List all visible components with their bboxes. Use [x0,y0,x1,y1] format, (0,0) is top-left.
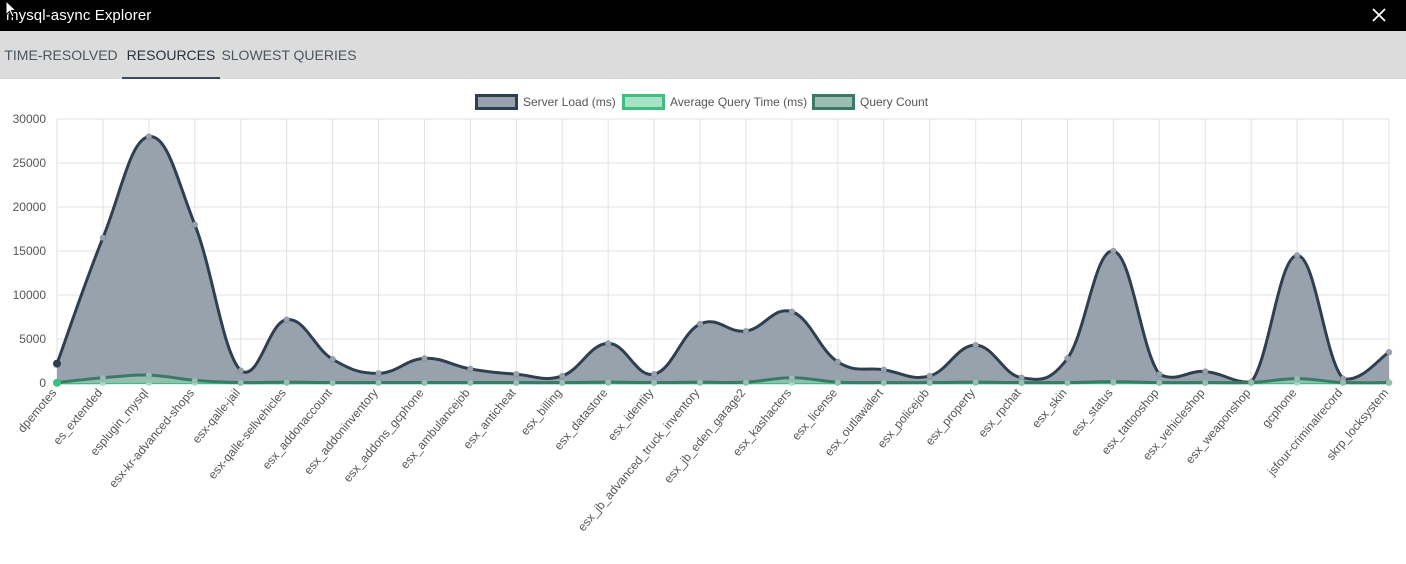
x-tick-label: esx_identity [605,386,656,444]
y-tick-label: 15000 [13,244,47,258]
data-point [1202,380,1208,386]
data-point [100,375,106,381]
tab-label: TIME-RESOLVED [4,47,117,63]
data-point [1294,252,1300,258]
data-point [284,317,290,323]
data-point [513,371,519,377]
y-tick-label: 10000 [13,288,47,302]
data-point [53,360,61,368]
data-point [376,380,382,386]
data-point [835,359,841,365]
data-point [421,380,427,386]
legend-label[interactable]: Query Count [860,95,929,109]
tab-time-resolved[interactable]: TIME-RESOLVED [0,31,122,79]
tab-resources[interactable]: RESOURCES [122,31,220,79]
data-point [1156,380,1162,386]
legend-label[interactable]: Average Query Time (ms) [670,95,807,109]
series-server-load-area [57,136,1389,383]
data-point [927,380,933,386]
resources-chart: 0 5000 10000 15000 20000 25000 30000 dpemotes es… [0,79,1406,559]
tab-label: SLOWEST QUERIES [221,47,356,63]
x-tick-label: dpemotes [15,386,60,435]
data-point [1386,349,1392,355]
tab-bar: TIME-RESOLVED RESOURCES SLOWEST QUERIES [0,31,1406,79]
data-point [927,373,933,379]
data-point [146,134,152,140]
data-point [697,321,703,327]
data-point [605,379,611,385]
legend-swatch[interactable] [624,96,664,109]
data-point [100,235,106,241]
data-point [513,380,519,386]
data-point [238,368,244,374]
data-point [651,380,657,386]
close-icon[interactable] [1368,4,1390,26]
y-tick-label: 0 [39,376,46,390]
data-point [53,379,61,387]
x-tick-label: esx_addons_gcphone [341,386,427,485]
legend-swatch[interactable] [477,96,517,109]
data-point [238,380,244,386]
x-tick-label: esx_license [789,386,840,443]
data-point [743,379,749,385]
data-point [1156,371,1162,377]
y-tick-label: 25000 [13,156,47,170]
data-point [973,379,979,385]
data-point [1386,380,1392,386]
x-tick-label: gcphone [1259,386,1300,431]
data-point [697,379,703,385]
data-point [881,380,887,386]
y-tick-label: 20000 [13,200,47,214]
data-point [743,328,749,334]
data-point [192,377,198,383]
legend-label[interactable]: Server Load (ms) [523,95,616,109]
data-point [1110,248,1116,254]
window-title: mysql-async Explorer [6,7,151,24]
data-point [789,375,795,381]
data-point [284,379,290,385]
data-point [146,372,152,378]
data-point [192,222,198,228]
tab-label: RESOURCES [127,47,216,63]
legend-swatch[interactable] [814,96,854,109]
y-tick-label: 5000 [19,332,46,346]
data-point [1019,380,1025,386]
x-tick-label: esx_billing [518,386,565,438]
data-point [559,380,565,386]
tab-slowest-queries[interactable]: SLOWEST QUERIES [220,31,358,79]
y-tick-label: 30000 [13,112,47,126]
data-point [376,370,382,376]
data-point [559,373,565,379]
x-tick-label: esx_rpchat [975,385,1024,439]
data-point [1064,355,1070,361]
data-point [1248,380,1254,386]
data-point [467,380,473,386]
data-point [881,367,887,373]
mouse-cursor-icon [5,0,19,25]
data-point [605,340,611,346]
data-point [467,366,473,372]
title-bar: mysql-async Explorer [0,0,1406,31]
data-point [1340,380,1346,386]
data-point [973,342,979,348]
data-point [1064,380,1070,386]
data-point [1294,376,1300,382]
x-tick-label: esx_jb_eden_garage2 [661,386,748,486]
x-tick-label: esx_status [1068,386,1116,439]
data-point [330,380,336,386]
data-point [1202,369,1208,375]
x-tick-label: esx_skin [1029,386,1070,431]
data-point [789,309,795,315]
data-point [1110,379,1116,385]
data-point [651,371,657,377]
resources-chart-panel: 0 5000 10000 15000 20000 25000 30000 dpemotes es… [0,79,1406,559]
data-point [330,356,336,362]
data-point [835,379,841,385]
x-tick-label: esx-kr-advanced-shops [106,386,197,491]
x-tick-label: esx-qalle-sellvehicles [205,386,289,482]
data-point [421,355,427,361]
